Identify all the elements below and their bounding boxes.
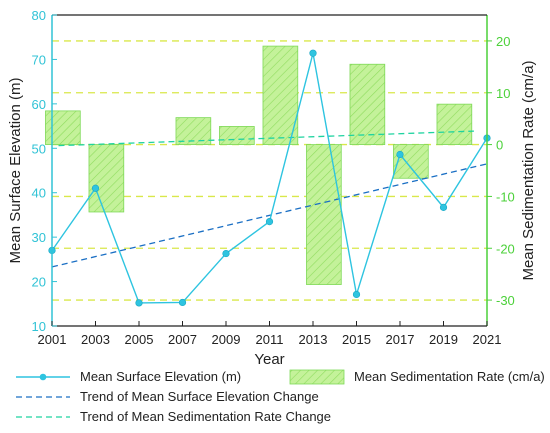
elevation-point	[91, 184, 100, 192]
y-left-tick-label: 30	[32, 230, 46, 245]
y-right-tick-label: -20	[496, 241, 515, 256]
line-layer	[48, 49, 491, 307]
trend-layer	[51, 130, 488, 268]
legend-layer: Mean Surface Elevation (m) Mean Sedimenta…	[16, 369, 545, 424]
legend-label: Trend of Mean Sedimentation Rate Change	[80, 409, 331, 424]
y-left-tick-label: 70	[32, 52, 46, 67]
sedimentation-bar	[45, 110, 81, 145]
y-left-tick-label: 60	[32, 97, 46, 112]
elevation-point	[396, 150, 404, 159]
y-right-tick-label: -30	[496, 293, 515, 308]
x-tick-label: 2011	[256, 332, 284, 347]
sedimentation-bar	[436, 103, 473, 145]
x-tick-label: 2003	[81, 332, 110, 347]
sedimentation-bar	[219, 126, 255, 145]
elevation-trend-line	[51, 163, 488, 268]
sedimentation-bar	[393, 144, 429, 179]
legend-label: Trend of Mean Surface Elevation Change	[80, 389, 319, 404]
sedimentation-bar	[262, 45, 299, 145]
legend-marker-swatch	[39, 373, 47, 381]
sedimentation-bar	[349, 63, 386, 145]
x-axis-title: Year	[254, 351, 284, 368]
y-left-tick-label: 40	[32, 186, 46, 201]
axes-layer: 2001 2003 2005 2007 2009 2011 2013 2015 2017 2019…	[7, 8, 537, 368]
legend-bar-swatch	[289, 369, 345, 385]
y-left-tick-label: 80	[32, 8, 46, 23]
bars-layer	[45, 45, 473, 285]
x-tick-label: 2017	[386, 332, 415, 347]
legend-label: Mean Sedimentation Rate (cm/a)	[354, 369, 545, 384]
x-tick-label: 2007	[168, 332, 197, 347]
elevation-point	[352, 290, 361, 299]
y-right-tick-label: 20	[496, 34, 510, 49]
x-tick-label: 2001	[38, 332, 67, 347]
y-left-tick-label: 50	[32, 141, 46, 156]
legend-label: Mean Surface Elevation (m)	[80, 369, 241, 384]
x-tick-label: 2019	[429, 332, 458, 347]
elevation-point	[222, 249, 230, 258]
y-left-tick-label: 10	[32, 319, 46, 334]
y-right-tick-label: -10	[496, 189, 515, 204]
elevation-point	[309, 49, 317, 57]
y-right-tick-label: 10	[496, 86, 510, 101]
x-tick-label: 2021	[473, 332, 502, 347]
x-tick-label: 2009	[212, 332, 241, 347]
y-left-axis-title: Mean Surface Elevation (m)	[7, 78, 24, 264]
y-right-tick-label: 0	[496, 138, 503, 153]
x-tick-label: 2013	[299, 332, 328, 347]
elevation-point	[265, 217, 274, 226]
sedimentation-bar	[306, 144, 342, 285]
x-tick-label: 2015	[342, 332, 371, 347]
x-tick-label: 2005	[125, 332, 154, 347]
elevation-point	[178, 298, 187, 307]
y-right-axis-title: Mean Sedimentation Rate (cm/a)	[520, 60, 537, 280]
elevation-point	[135, 299, 143, 307]
elevation-point	[439, 203, 448, 211]
sedimentation-bar	[88, 144, 125, 213]
y-left-tick-label: 20	[32, 275, 46, 290]
sedimentation-bar	[175, 117, 212, 145]
